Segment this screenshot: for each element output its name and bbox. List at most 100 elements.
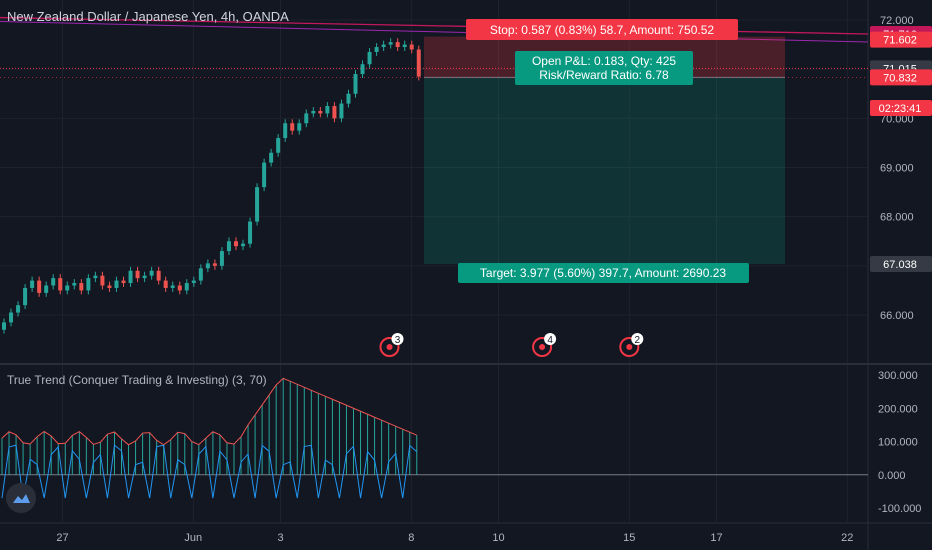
osc-tick-label: 0.000	[878, 470, 906, 482]
candle-body	[219, 251, 224, 266]
candle-body	[86, 278, 91, 291]
candle-body	[262, 162, 267, 188]
candle-body	[269, 152, 274, 163]
candle-body	[23, 287, 28, 306]
candle-body	[241, 243, 246, 247]
candle-body	[325, 106, 330, 114]
price-badge	[870, 255, 932, 272]
candle-body	[191, 280, 196, 284]
candle-body	[290, 123, 295, 131]
candle-body	[353, 74, 358, 94]
candle-body	[416, 49, 421, 77]
candle-body	[121, 280, 126, 284]
indicator-title: True Trend (Conquer Trading & Investing)…	[7, 373, 267, 387]
rr-label: Risk/Reward Ratio: 6.78	[539, 68, 669, 82]
stop-label-bg	[466, 19, 738, 40]
candle-body	[409, 44, 414, 50]
candle-body	[93, 275, 98, 279]
x-tick-label: 22	[841, 532, 853, 544]
candle-body	[402, 44, 407, 48]
candle-body	[142, 275, 147, 279]
candle-body	[79, 283, 84, 291]
candle-body	[276, 138, 281, 153]
price-badge-label: 71.602	[883, 35, 917, 47]
y-tick-label: 72.000	[880, 15, 914, 27]
y-tick-label: 68.000	[880, 212, 914, 224]
candle-body	[297, 123, 302, 131]
candle-body	[374, 47, 379, 52]
chart-title: New Zealand Dollar / Japanese Yen, 4h, O…	[7, 9, 289, 24]
event-count-bg	[631, 333, 644, 345]
candle-body	[100, 275, 105, 286]
candle-body	[149, 270, 154, 276]
candle-body	[311, 110, 316, 114]
price-badge-label: 67.038	[883, 259, 917, 271]
stop-label: Stop: 0.587 (0.83%) 58.7, Amount: 750.52	[490, 23, 714, 37]
candle-body	[255, 187, 260, 222]
event-count: 3	[395, 335, 401, 346]
candle-body	[2, 322, 6, 330]
candle-body	[248, 221, 253, 244]
event-count: 2	[635, 335, 641, 346]
x-tick-label: 10	[492, 532, 504, 544]
candle-body	[339, 103, 344, 119]
candle-body	[72, 283, 77, 286]
candle-body	[58, 278, 63, 291]
candle-body	[156, 270, 161, 281]
price-badge	[870, 31, 932, 48]
candle-body	[198, 268, 203, 281]
candle-body	[135, 270, 140, 279]
event-count: 4	[547, 335, 553, 346]
x-tick-label: 15	[623, 532, 635, 544]
candle-body	[114, 280, 119, 288]
candle-body	[163, 280, 168, 288]
candle-body	[65, 285, 70, 291]
candle-body	[332, 106, 337, 119]
target-label-bg	[458, 263, 749, 283]
y-tick-label: 70.000	[880, 113, 914, 125]
y-tick-label: 66.000	[880, 310, 914, 322]
osc-envelope-line	[1, 377, 417, 446]
candle-body	[44, 285, 49, 293]
candle-body	[283, 123, 288, 138]
pnl-label: Open P&L: 0.183, Qty: 425	[532, 54, 676, 68]
candle-body	[170, 285, 175, 288]
osc-tick-label: 300.000	[878, 370, 918, 382]
candle-body	[51, 278, 56, 286]
tradingview-logo-icon[interactable]	[6, 483, 36, 513]
candle-body	[346, 93, 351, 104]
candle-body	[128, 270, 133, 284]
x-tick-label: 3	[277, 532, 283, 544]
candle-body	[367, 51, 372, 65]
countdown-badge	[870, 100, 932, 116]
x-tick-label: 8	[408, 532, 414, 544]
target-label: Target: 3.977 (5.60%) 397.7, Amount: 269…	[480, 266, 726, 280]
candle-body	[388, 42, 393, 45]
x-tick-label: Jun	[184, 532, 202, 544]
x-tick-label: 17	[710, 532, 722, 544]
event-count-bg	[391, 333, 404, 345]
candle-body	[233, 241, 238, 247]
candle-body	[395, 42, 400, 48]
candle-body	[360, 64, 365, 75]
price-badge-label: 70.832	[883, 72, 917, 84]
osc-tick-label: 100.000	[878, 437, 918, 449]
candle-body	[177, 285, 182, 291]
x-tick-label: 27	[56, 532, 68, 544]
event-count-bg	[544, 333, 557, 345]
countdown-label: 02:23:41	[879, 103, 922, 115]
y-tick-label: 69.000	[880, 163, 914, 175]
osc-tick-label: 200.000	[878, 403, 918, 415]
pnl-label-bg	[515, 51, 693, 85]
candle-body	[37, 280, 42, 293]
candle-body	[304, 113, 309, 124]
candle-body	[381, 44, 386, 48]
candle-body	[107, 285, 112, 288]
candle-body	[318, 110, 323, 114]
candle-body	[9, 312, 14, 323]
candle-body	[30, 280, 35, 288]
event-dot	[626, 344, 633, 350]
event-dot	[539, 344, 546, 350]
osc-tick-label: -100.000	[878, 503, 921, 515]
